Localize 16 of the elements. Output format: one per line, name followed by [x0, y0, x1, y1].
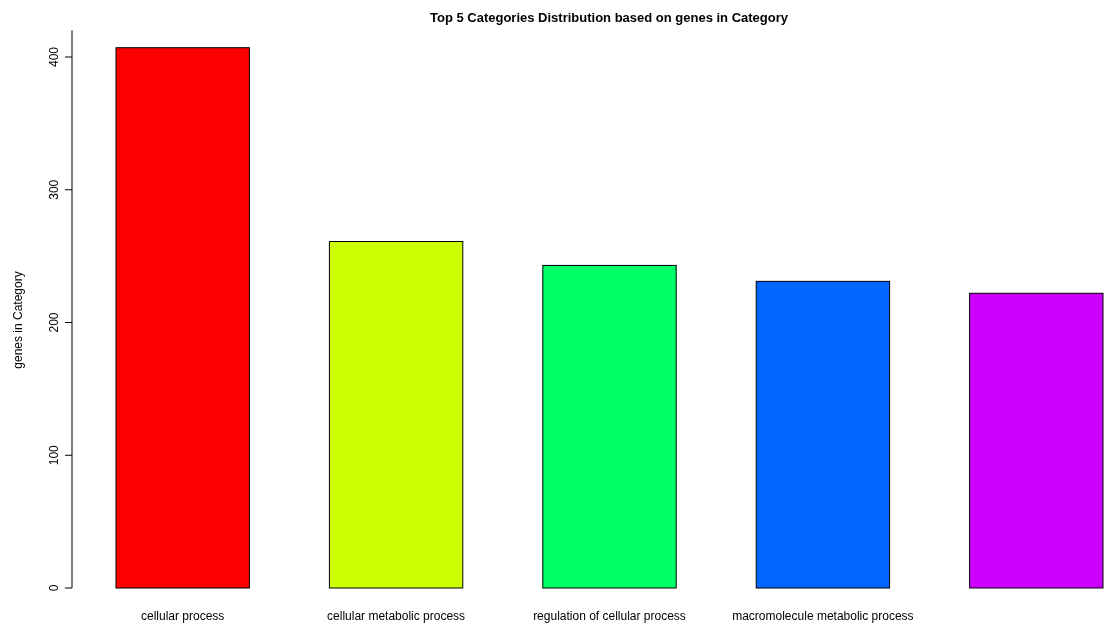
- y-tick-label: 0: [47, 584, 61, 592]
- x-tick-label: regulation of cellular process: [533, 609, 686, 623]
- y-tick-label: 400: [47, 46, 61, 68]
- bar: [755, 280, 891, 589]
- bar: [969, 292, 1104, 589]
- y-tick-label: 100: [47, 444, 61, 466]
- y-tick-label: 200: [47, 312, 61, 333]
- x-tick-label: cellular metabolic process: [327, 609, 466, 623]
- chart-title: Top 5 Categories Distribution based on genes in Category: [429, 10, 789, 25]
- y-axis-title: genes in Category: [11, 271, 25, 369]
- bar: [542, 264, 677, 589]
- x-tick-label: cellular process: [141, 609, 225, 623]
- bar: [328, 241, 464, 589]
- x-tick-label: macromolecule metabolic process: [732, 609, 914, 623]
- bar: [115, 47, 250, 589]
- y-tick-label: 300: [47, 179, 61, 200]
